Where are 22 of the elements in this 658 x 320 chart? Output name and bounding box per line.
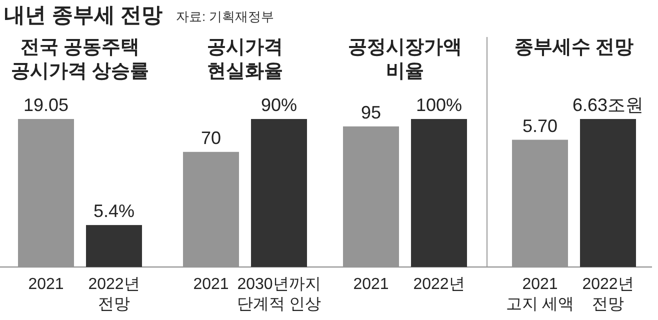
x-tick-label: 2022년 전망 xyxy=(88,276,140,313)
x-tick-label: 2022년 전망 xyxy=(582,276,634,313)
text: 내년 종부세 전망 xyxy=(4,4,163,27)
data-label: 100% xyxy=(416,95,462,115)
x-tick-label: 2021 xyxy=(353,276,389,293)
data-label: 70 xyxy=(200,128,222,148)
x-tick-label: 2030년까지 단계적 인상 xyxy=(236,276,322,313)
x-tick-label: 2021 xyxy=(28,276,64,293)
chart-title: 공정시장가액 비율 xyxy=(348,37,462,82)
data-label: 19.05 xyxy=(23,95,69,115)
data-label: 6.63조원 xyxy=(572,95,644,115)
data-label: 5.70 xyxy=(522,116,558,136)
data-label: 95 xyxy=(360,102,382,122)
x-tick-label: 2021 xyxy=(193,276,229,293)
x-tick-label: 2022년 xyxy=(413,276,465,293)
data-label: 5.4% xyxy=(93,201,135,222)
x-tick-label: 2021 고지 세액 xyxy=(506,276,574,313)
chart-title: 전국 공동주택 공시가격 상승률 xyxy=(10,37,150,82)
data-label: 90% xyxy=(260,95,298,115)
text: 자료: 기획재정부 xyxy=(176,9,274,24)
chart-title: 공시가격 현실화율 xyxy=(207,37,283,82)
chart-title: 종부세수 전망 xyxy=(514,37,634,58)
